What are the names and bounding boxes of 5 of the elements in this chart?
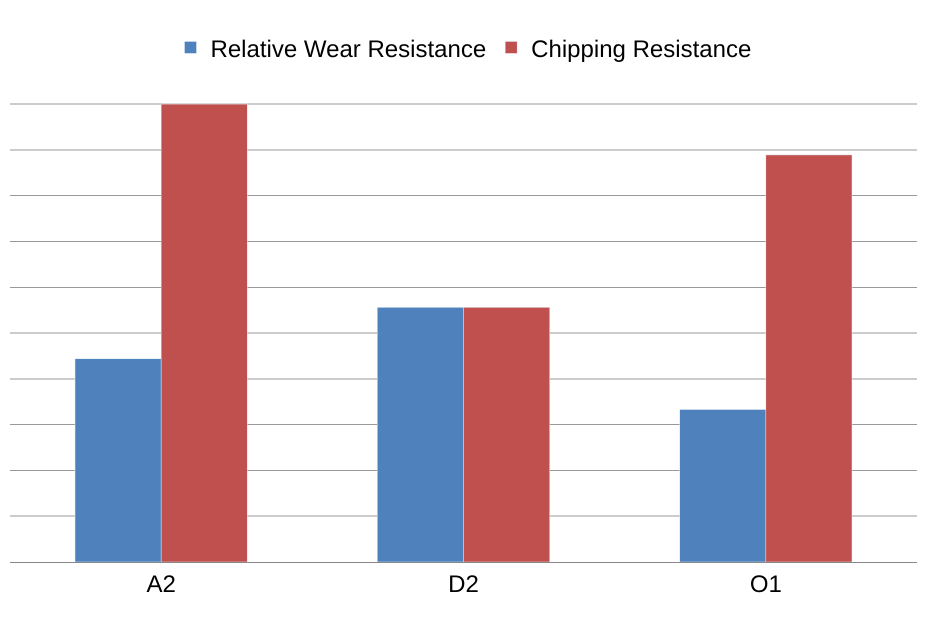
legend-label: Chipping Resistance [531,36,752,63]
x-tick-label: A2 [146,570,176,598]
legend-label: Relative Wear Resistance [210,36,486,63]
x-tick-label: O1 [750,570,782,598]
x-tick-label: D2 [448,570,479,598]
